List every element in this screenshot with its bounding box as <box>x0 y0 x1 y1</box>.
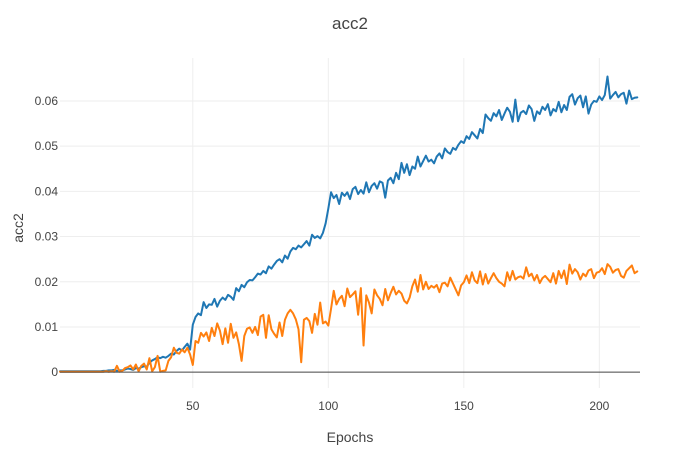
x-axis-title: Epochs <box>327 429 374 445</box>
x-tick-label: 150 <box>454 399 474 413</box>
y-axis-title: acc2 <box>10 213 26 243</box>
y-tick-label: 0.01 <box>35 320 59 334</box>
y-tick-label: 0.06 <box>35 94 59 108</box>
chart-title: acc2 <box>332 14 368 33</box>
y-tick-label: 0.03 <box>35 230 59 244</box>
axes: 50 100 150 200 0 0.01 0.02 0.03 0.04 0.05 0.06 <box>35 94 640 413</box>
x-tick-label: 100 <box>318 399 338 413</box>
gridlines <box>60 58 640 388</box>
x-tick-label: 200 <box>589 399 609 413</box>
y-tick-label: 0 <box>51 365 58 379</box>
y-tick-label: 0.02 <box>35 275 59 289</box>
series-line-2 <box>59 263 639 373</box>
series-lines <box>59 75 639 373</box>
y-tick-label: 0.05 <box>35 139 59 153</box>
y-tick-label: 0.04 <box>35 184 59 198</box>
x-tick-label: 50 <box>186 399 200 413</box>
